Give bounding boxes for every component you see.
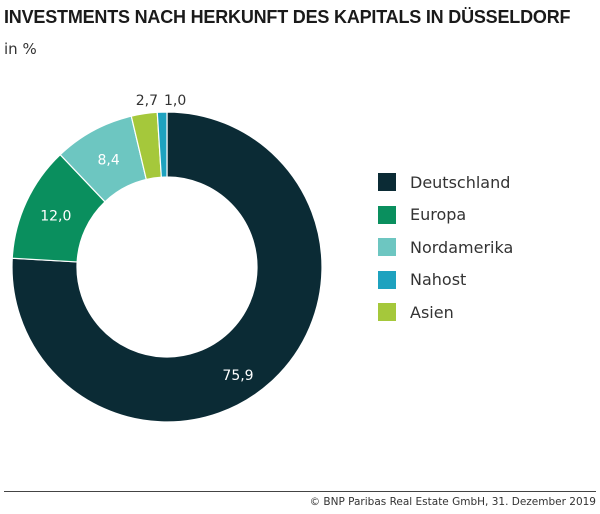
legend-item-deutschland: Deutschland: [378, 166, 513, 199]
data-label-europa: 12,0: [40, 209, 71, 225]
data-label-nordamerika: 8,4: [98, 152, 120, 168]
legend-item-asien: Asien: [378, 296, 513, 329]
data-label-nahost: 1,0: [164, 93, 186, 109]
legend-swatch: [378, 303, 396, 322]
legend-label: Deutschland: [410, 172, 511, 192]
legend-swatch: [378, 205, 396, 224]
legend-item-nordamerika: Nordamerika: [378, 231, 513, 264]
data-label-deutschland: 75,9: [222, 368, 253, 384]
chart-subtitle: in %: [4, 40, 37, 58]
slice-nahost: [156, 111, 168, 178]
legend-swatch: [378, 173, 396, 192]
legend-label: Nahost: [410, 270, 467, 290]
legend-label: Europa: [410, 205, 467, 225]
legend-swatch: [378, 270, 396, 289]
legend-item-nahost: Nahost: [378, 264, 513, 297]
slice-deutschland: [11, 111, 323, 423]
data-label-asien: 2,7: [136, 93, 158, 109]
legend: Deutschland Europa Nordamerika Nahost Asien: [378, 166, 513, 329]
legend-swatch: [378, 238, 396, 257]
legend-item-europa: Europa: [378, 199, 513, 232]
footer-divider: [4, 491, 596, 492]
chart-title: INVESTMENTS NACH HERKUNFT DES KAPITALS I…: [4, 7, 571, 27]
legend-label: Asien: [410, 302, 454, 322]
copyright-footer: © BNP Paribas Real Estate GmbH, 31. Deze…: [309, 496, 596, 508]
legend-label: Nordamerika: [410, 237, 514, 257]
